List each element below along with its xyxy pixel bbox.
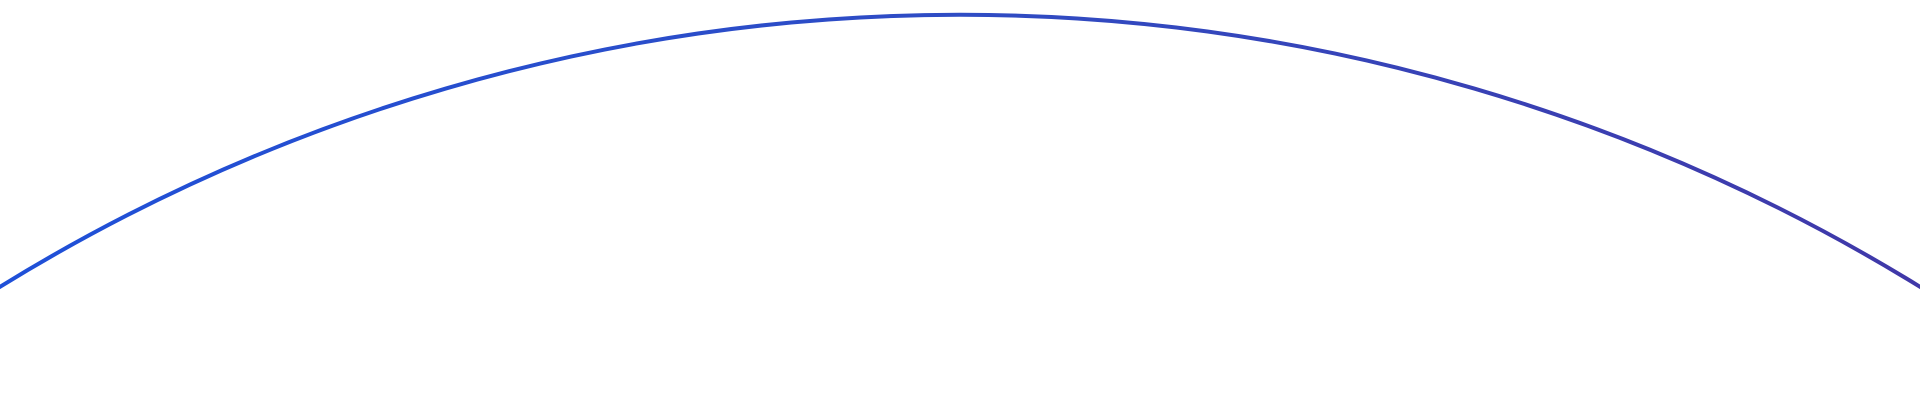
decorative-arc [0, 12, 1920, 290]
